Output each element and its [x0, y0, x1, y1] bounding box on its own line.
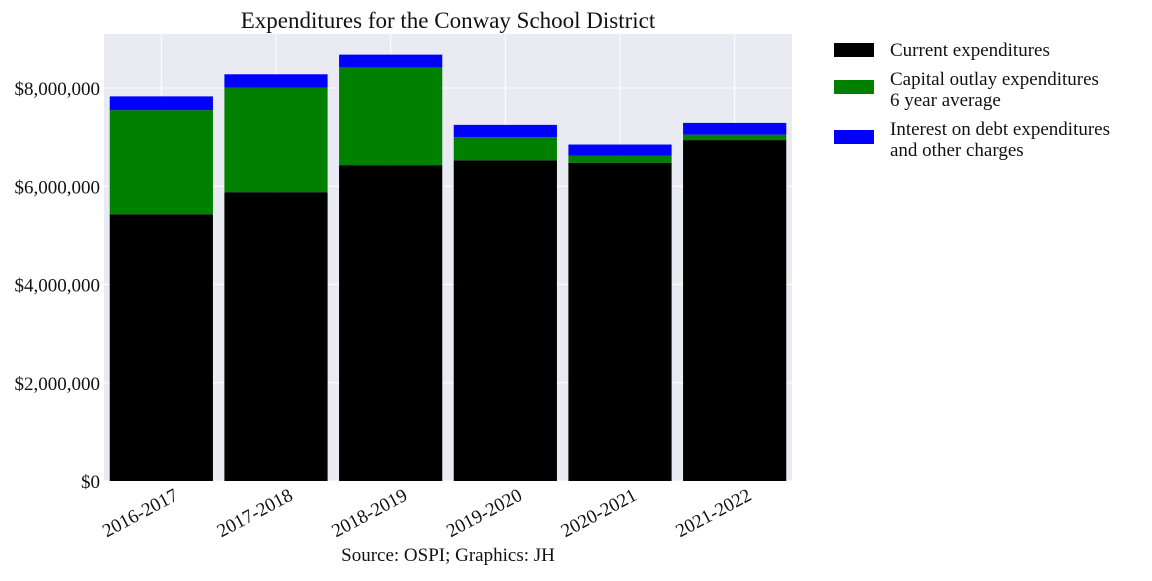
y-tick-label-1: $2,000,000 [15, 374, 101, 395]
y-tick-label-3: $6,000,000 [15, 177, 101, 198]
y-tick-label-2: $4,000,000 [15, 276, 101, 297]
y-axis-ticks: $0 $2,000,000 $4,000,000 $6,000,000 $8,000,0… [15, 79, 101, 493]
bar-2018-2019-series-2 [339, 54, 443, 68]
bar-2017-2018-series-1 [224, 87, 328, 193]
bar-2021-2022-series-0 [683, 140, 787, 481]
bar-2021-2022-series-1 [683, 134, 787, 141]
legend-label-1: Capital outlay expenditures 6 year averag… [890, 69, 1099, 111]
y-tick-label-0: $0 [81, 472, 100, 493]
legend: Current expenditures Capital outlay expen… [834, 40, 1110, 161]
bar-2019-2020-series-1 [453, 137, 557, 161]
bar-2020-2021-series-1 [568, 155, 672, 163]
bar-2017-2018-series-2 [224, 74, 328, 88]
legend-swatch-2 [834, 130, 874, 144]
legend-swatch-1 [834, 80, 874, 94]
bar-2016-2017-series-2 [109, 96, 213, 111]
bar-2018-2019-series-1 [339, 67, 443, 166]
bar-2020-2021-series-2 [568, 144, 672, 156]
bar-2017-2018-series-0 [224, 192, 328, 481]
bar-2018-2019-series-0 [339, 165, 443, 481]
legend-label-0: Current expenditures [890, 40, 1050, 61]
legend-label-2: Interest on debt expenditures and other c… [890, 119, 1110, 161]
bar-2016-2017-series-0 [109, 214, 213, 481]
bar-2021-2022-series-2 [683, 122, 787, 135]
bar-2019-2020-series-2 [453, 124, 557, 138]
x-tick-label-1: 2017-2018 [214, 485, 297, 542]
x-tick-label-3: 2019-2020 [443, 485, 526, 542]
bar-2019-2020-series-0 [453, 160, 557, 481]
bar-2020-2021-series-0 [568, 162, 672, 481]
x-tick-label-4: 2020-2021 [558, 485, 641, 542]
legend-swatch-0 [834, 43, 874, 57]
x-tick-label-5: 2021-2022 [672, 485, 755, 542]
y-tick-label-4: $8,000,000 [15, 79, 101, 100]
bar-2016-2017-series-1 [109, 110, 213, 215]
x-tick-label-0: 2016-2017 [99, 485, 182, 542]
x-tick-label-2: 2018-2019 [328, 485, 411, 542]
x-axis-ticks: 2016-2017 2017-2018 2018-2019 2019-2020 2020… [99, 485, 755, 542]
source-caption: Source: OSPI; Graphics: JH [341, 545, 555, 566]
chart-title: Expenditures for the Conway School Distr… [241, 8, 656, 33]
plot-background [104, 34, 792, 481]
bars [109, 54, 787, 481]
